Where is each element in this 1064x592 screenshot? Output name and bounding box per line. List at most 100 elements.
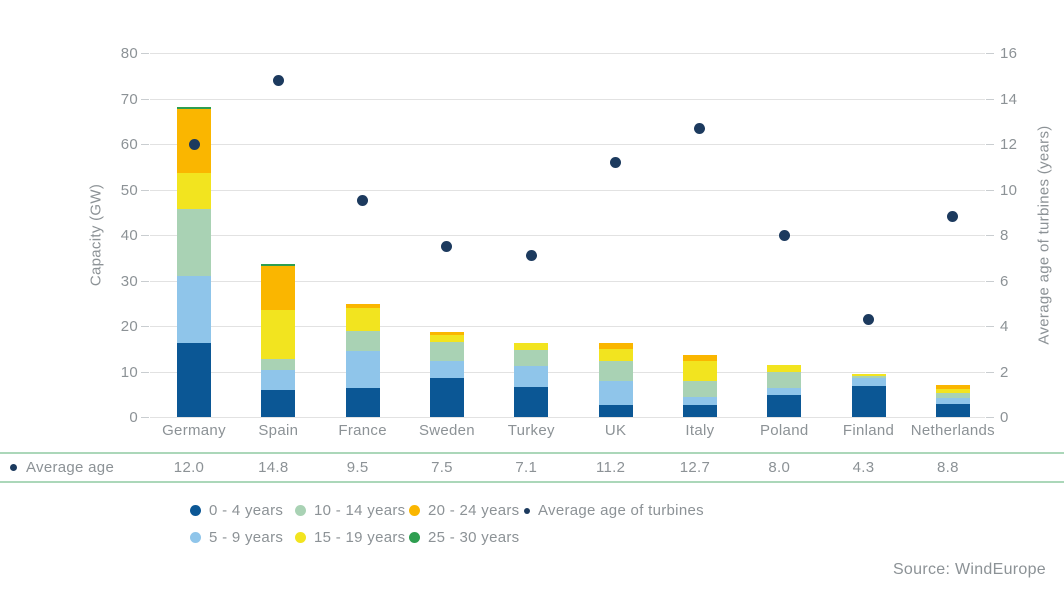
y-axis-tick-left-40: 40 <box>120 227 138 244</box>
left-tick-10 <box>141 371 149 373</box>
avg-age-dot-poland <box>778 229 790 241</box>
avg-age-dot-germany <box>188 138 200 150</box>
bar-germany-0-4-years <box>177 343 211 417</box>
y-axis-tick-left-20: 20 <box>120 318 138 335</box>
average-age-row-label-text: Average age <box>26 458 115 476</box>
bar-poland-0-4-years <box>767 395 802 417</box>
avg-age-dot-uk <box>610 156 622 168</box>
bar-netherlands-20-24-years <box>935 385 970 390</box>
avg-age-dot-turkey <box>525 249 537 261</box>
bar-finland-5-9-years <box>851 378 886 386</box>
bar-spain-10-14-years <box>261 359 296 371</box>
bar-spain-0-4-years <box>261 389 296 417</box>
legend-label: 25 - 30 years <box>428 529 520 546</box>
right-tick-10 <box>986 189 994 191</box>
legend-label: 10 - 14 years <box>314 502 406 519</box>
avg-age-value-netherlands: 8.8 <box>936 459 959 476</box>
y-axis-tick-left-0: 0 <box>129 409 138 426</box>
avg-age-value-uk: 11.2 <box>595 459 626 476</box>
avg-age-dot-france <box>357 195 369 207</box>
bar-italy-20-24-years <box>682 354 717 362</box>
right-tick-0 <box>986 417 994 418</box>
right-tick-12 <box>986 144 994 145</box>
x-label-spain: Spain <box>258 422 299 439</box>
bar-netherlands-5-9-years <box>935 397 970 405</box>
gridline-20 <box>150 326 985 327</box>
legend-label: Average age of turbines <box>538 502 704 519</box>
legend-item-10-14-years: 10 - 14 years <box>295 497 409 524</box>
bar-spain-5-9-years <box>261 370 296 390</box>
bar-uk-0-4-years <box>598 405 633 417</box>
bar-spain-20-24-years <box>261 265 296 311</box>
x-label-finland: Finland <box>842 422 895 439</box>
gridline-80 <box>150 53 985 54</box>
y-axis-tick-left-70: 70 <box>120 90 138 108</box>
avg-age-value-sweden: 7.5 <box>431 459 453 476</box>
avg-age-value-poland: 8.0 <box>768 459 791 476</box>
legend-label: 20 - 24 years <box>428 502 520 519</box>
table-bottom-rule <box>0 481 1064 483</box>
x-label-sweden: Sweden <box>418 422 475 439</box>
avg-age-value-turkey: 7.1 <box>515 459 538 476</box>
left-tick-20 <box>141 326 149 327</box>
avg-age-value-france: 9.5 <box>346 459 369 476</box>
x-label-poland: Poland <box>759 422 809 439</box>
avg-age-dot-netherlands <box>947 211 959 223</box>
bar-uk-15-19-years <box>598 348 633 362</box>
bar-turkey-15-19-years <box>514 343 549 350</box>
avg-age-value-spain: 14.8 <box>258 459 289 476</box>
legend-item-20-24-years: 20 - 24 years <box>409 497 524 524</box>
bar-italy-0-4-years <box>682 405 717 417</box>
bar-poland-10-14-years <box>767 372 802 389</box>
bar-france-10-14-years <box>345 331 380 352</box>
bar-italy-5-9-years <box>682 396 717 406</box>
bar-uk-20-24-years <box>598 343 633 349</box>
left-tick-30 <box>141 280 149 282</box>
bar-france-5-9-years <box>345 351 380 388</box>
avg-age-dot-italy <box>694 122 706 134</box>
x-label-uk: UK <box>604 422 627 439</box>
legend-label: 5 - 9 years <box>209 529 284 546</box>
y-axis-tick-left-50: 50 <box>120 181 138 199</box>
bar-turkey-0-4-years <box>514 386 549 417</box>
bar-germany-25-30-years <box>177 106 211 109</box>
left-tick-50 <box>141 189 149 191</box>
left-tick-70 <box>141 98 149 100</box>
y-axis-tick-left-10: 10 <box>120 363 138 381</box>
gridline-60 <box>150 144 985 145</box>
avg-age-dot-finland <box>863 313 875 325</box>
y-axis-tick-right-16: 16 <box>1000 45 1018 62</box>
y-axis-tick-right-6: 6 <box>1000 272 1009 290</box>
left-tick-80 <box>141 53 149 54</box>
avg-age-dot-sweden <box>441 240 453 252</box>
bar-netherlands-10-14-years <box>935 393 970 398</box>
legend-marker-icon <box>295 532 306 543</box>
gridline-30 <box>150 280 985 282</box>
legend-marker-icon <box>409 532 420 543</box>
x-label-italy: Italy <box>685 422 715 439</box>
chart-legend: 0 - 4 years 5 - 9 years 10 - 14 years 15 - … <box>190 497 754 551</box>
left-tick-0 <box>141 417 149 418</box>
legend-marker-icon <box>524 507 530 514</box>
left-axis-title: Capacity (GW) <box>87 183 105 287</box>
x-label-france: France <box>338 422 387 439</box>
bar-germany-15-19-years <box>177 172 211 210</box>
bar-spain-15-19-years <box>261 310 296 360</box>
bar-finland-10-14-years <box>851 375 886 379</box>
y-axis-tick-right-4: 4 <box>1000 318 1009 335</box>
average-age-row-label: Average age <box>10 452 114 482</box>
legend-item-25-30-years: 25 - 30 years <box>409 524 524 551</box>
legend-marker-icon <box>295 505 306 516</box>
left-tick-40 <box>141 235 149 236</box>
legend-marker-icon <box>190 532 201 543</box>
right-tick-6 <box>986 280 994 282</box>
x-label-turkey: Turkey <box>507 422 555 439</box>
bar-finland-15-19-years <box>851 373 886 376</box>
average-age-bullet-icon <box>10 463 17 471</box>
right-axis-title: Average age of turbines (years) <box>1035 125 1053 345</box>
y-axis-tick-right-10: 10 <box>1000 181 1018 199</box>
bar-netherlands-0-4-years <box>935 404 970 417</box>
legend-label: 0 - 4 years <box>209 502 284 519</box>
bar-italy-10-14-years <box>682 380 717 397</box>
